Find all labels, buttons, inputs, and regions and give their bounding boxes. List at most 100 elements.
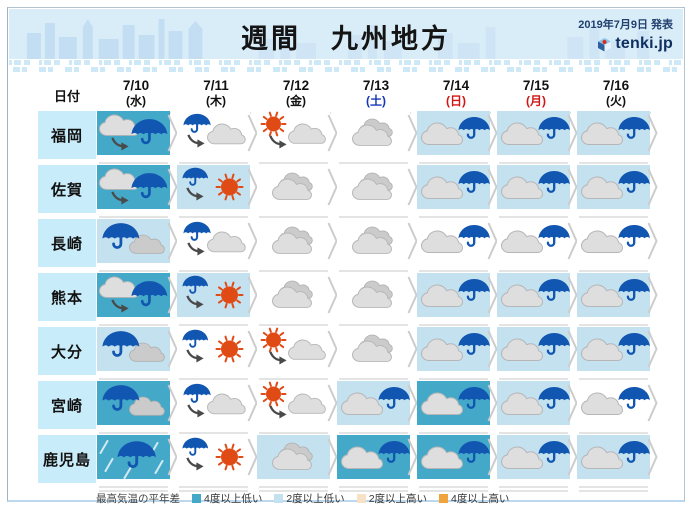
weather-cell	[496, 110, 578, 168]
weather-icon-sun-then-cloud	[257, 381, 330, 425]
placeholder-line	[579, 432, 648, 434]
date-text: 7/10	[122, 78, 150, 93]
weather-icon-cloudy	[337, 273, 410, 317]
placeholder-line	[579, 490, 648, 492]
placeholder-line	[499, 486, 568, 488]
chevron-right-icon	[167, 384, 178, 422]
date-text: 7/11	[203, 78, 229, 93]
legend-swatch	[439, 494, 449, 503]
weather-icon-cloud-rain	[497, 219, 570, 263]
weather-icon-cloud-rain	[417, 435, 490, 479]
date-cell: 7/13 (土)	[336, 76, 416, 115]
chevron-right-icon	[567, 330, 578, 368]
date-cell: 7/12 (金)	[256, 76, 336, 115]
chevron-right-icon	[567, 114, 578, 152]
placeholder-line	[99, 216, 168, 218]
prefecture-row: 大分	[38, 326, 684, 384]
weather-icon-heavy-rain	[97, 435, 170, 479]
city-skyline-graphic	[26, 19, 650, 59]
weather-cell	[256, 218, 338, 276]
weather-cell	[256, 380, 338, 438]
legend-label: 4度以上高い	[451, 493, 510, 505]
chevron-right-icon	[167, 168, 178, 206]
weather-cell	[576, 218, 658, 276]
chevron-right-icon	[407, 222, 418, 260]
chevron-right-icon	[487, 276, 498, 314]
chevron-right-icon	[327, 330, 338, 368]
placeholder-line	[419, 162, 488, 164]
date-text: 7/13	[362, 78, 390, 93]
chevron-right-icon	[567, 384, 578, 422]
chevron-right-icon	[327, 114, 338, 152]
placeholder-line	[339, 432, 408, 434]
date-text: 7/12	[282, 78, 310, 93]
prefecture-row: 福岡	[38, 110, 684, 168]
chevron-right-icon	[247, 330, 258, 368]
chevron-right-icon	[647, 276, 658, 314]
prefecture-row: 宮崎	[38, 380, 684, 438]
chevron-right-icon	[247, 114, 258, 152]
weather-icon-cloud-rain	[497, 327, 570, 371]
weather-cell	[256, 326, 338, 384]
chevron-right-icon	[407, 438, 418, 476]
placeholder-line	[179, 216, 248, 218]
placeholder-line	[579, 324, 648, 326]
weather-icon-rain-then-cloud	[177, 381, 250, 425]
legend-item: 2度以上高い	[356, 491, 427, 506]
weather-icon-cloudy	[337, 111, 410, 155]
publish-block: 2019年7月9日 発表 tenki.jp	[578, 16, 673, 53]
weather-icon-rain-then-sun	[177, 435, 250, 479]
chevron-right-icon	[567, 222, 578, 260]
placeholder-line	[339, 216, 408, 218]
chevron-right-icon	[167, 438, 178, 476]
placeholder-line	[339, 486, 408, 488]
weather-cell	[576, 380, 658, 438]
weather-cell	[96, 272, 178, 330]
weather-cell	[576, 164, 658, 222]
date-cell: 7/14 (日)	[416, 76, 496, 115]
weather-icon-cloud-rain	[577, 381, 650, 425]
legend-item: 4度以上高い	[439, 491, 509, 506]
weather-cell	[96, 380, 178, 438]
weather-cell	[336, 326, 418, 384]
chevron-right-icon	[567, 276, 578, 314]
placeholder-line	[259, 486, 328, 488]
weather-cell	[496, 434, 578, 492]
placeholder-line	[259, 490, 328, 492]
weather-cell	[336, 434, 418, 492]
weather-cell	[336, 380, 418, 438]
day-of-week-text: (土)	[366, 94, 386, 109]
tenki-logo: tenki.jp	[578, 35, 673, 53]
placeholder-line	[179, 490, 248, 492]
placeholder-line	[259, 324, 328, 326]
chevron-right-icon	[567, 168, 578, 206]
weather-icon-cloudy	[257, 219, 330, 263]
weather-icon-cloud-rain	[577, 435, 650, 479]
weather-icon-rain-then-cloud	[177, 111, 250, 155]
weather-icon-cloud-rain	[577, 327, 650, 371]
weather-icon-rain-then-sun	[177, 273, 250, 317]
chevron-right-icon	[647, 438, 658, 476]
weather-icon-rain-cloud	[97, 219, 170, 263]
weather-icon-cloudy	[337, 165, 410, 209]
chevron-right-icon	[487, 114, 498, 152]
weather-cell	[336, 164, 418, 222]
weather-icon-cloud-rain	[497, 381, 570, 425]
placeholder-line	[179, 324, 248, 326]
weather-icon-cloudy	[257, 165, 330, 209]
chevron-right-icon	[327, 276, 338, 314]
legend-item: 4度以上低い	[192, 491, 262, 506]
weather-cell	[336, 218, 418, 276]
placeholder-line	[179, 432, 248, 434]
weather-icon-cloud-rain	[497, 435, 570, 479]
weather-icon-rain-cloud	[97, 381, 170, 425]
weather-icon-cloud-rain	[577, 165, 650, 209]
weather-icon-cloud-rain	[337, 435, 410, 479]
prefecture-row: 熊本	[38, 272, 684, 330]
chevron-right-icon	[487, 168, 498, 206]
weather-icon-cloudy	[337, 219, 410, 263]
weather-icon-cloud-then-rain	[97, 273, 170, 317]
placeholder-line	[259, 270, 328, 272]
weather-cell	[96, 164, 178, 222]
placeholder-line	[339, 162, 408, 164]
